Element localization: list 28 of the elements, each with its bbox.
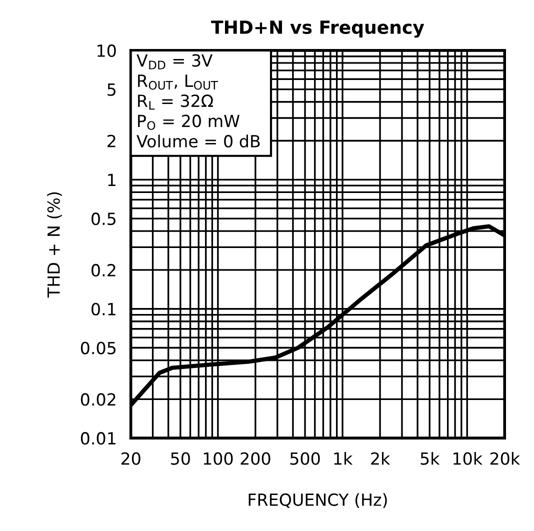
x-axis-title: FREQUENCY (Hz) [248, 493, 387, 508]
chart-title: THD+N vs Frequency [211, 20, 424, 38]
x-tick-label: 1k [334, 452, 353, 465]
y-tick-label: 2 [108, 134, 116, 148]
y-tick-label: 10 [98, 44, 116, 58]
annotation: R$_{OUT}$, L$_{OUT}$ [138, 74, 218, 90]
y-tick-label: 0.05 [80, 342, 116, 354]
y-tick-label: 1 [108, 174, 116, 186]
annotation: Volume = 0 dB [136, 134, 260, 148]
y-tick-label: 0.1 [92, 302, 116, 316]
y-tick-label: 0.5 [92, 212, 116, 226]
x-tick-label: 20k [490, 452, 520, 465]
y-tick-label: 0.01 [80, 432, 116, 445]
x-tick-label: 100 [204, 452, 233, 465]
x-tick-label: 20 [121, 452, 140, 465]
y-tick-label: 0.2 [92, 264, 116, 277]
annotation: P$_{O}$ = 20 mW [138, 114, 240, 130]
x-tick-label: 500 [290, 452, 320, 465]
annotation: R$_{L}$ = 32Ω [138, 94, 213, 110]
y-tick-label: 0.02 [80, 393, 116, 406]
y-tick-label: 5 [108, 84, 116, 96]
x-tick-label: 50 [171, 452, 190, 465]
x-tick-label: 200 [240, 452, 270, 465]
x-tick-label: 10k [454, 452, 483, 465]
x-tick-label: 5k [420, 452, 440, 465]
x-tick-label: 2k [371, 452, 390, 465]
annotation: V$_{DD}$ = 3V [136, 54, 213, 70]
y-axis-title: THD + N (%) [47, 192, 62, 298]
